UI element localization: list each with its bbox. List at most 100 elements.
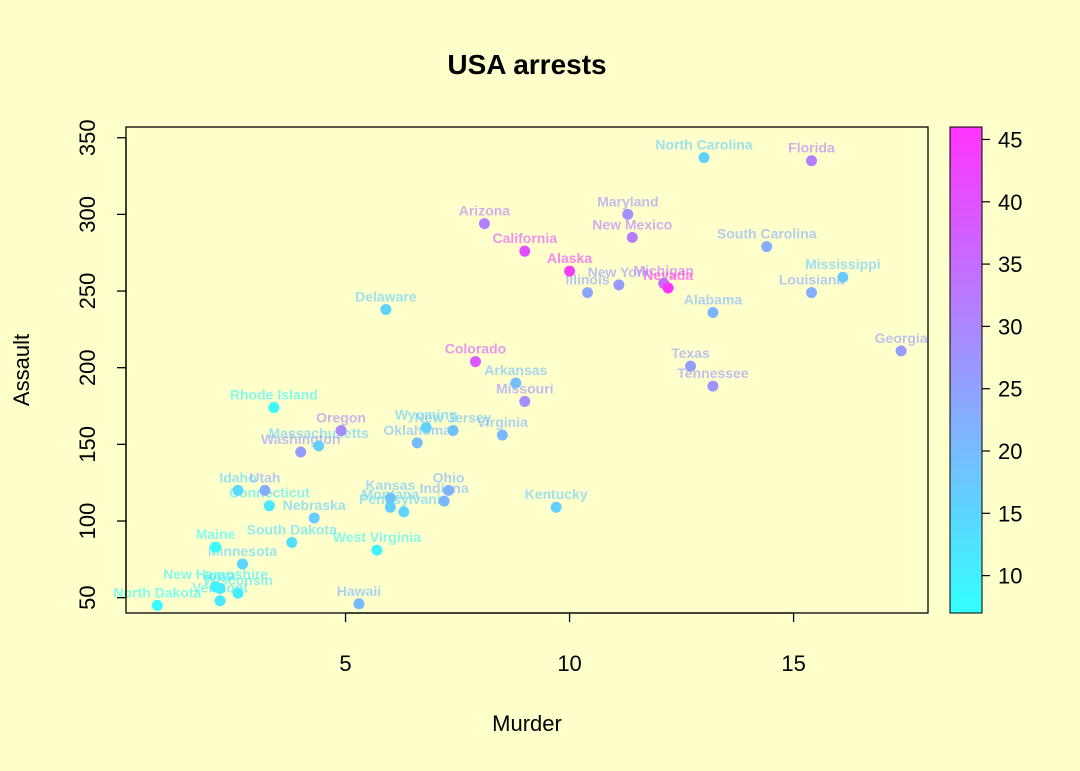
y-axis-label: Assault bbox=[9, 334, 34, 406]
data-point bbox=[685, 360, 697, 372]
data-point bbox=[519, 245, 531, 257]
data-point bbox=[353, 598, 365, 610]
data-point bbox=[447, 425, 459, 437]
data-point bbox=[384, 501, 396, 513]
point-label: Ohio bbox=[433, 469, 465, 485]
data-point bbox=[837, 271, 849, 283]
data-point bbox=[895, 345, 907, 357]
point-label: Wyoming bbox=[395, 406, 458, 422]
x-axis-label: Murder bbox=[492, 711, 562, 736]
x-tick-label: 15 bbox=[781, 651, 805, 676]
point-label: Oklahoma bbox=[383, 422, 451, 438]
data-point bbox=[626, 231, 638, 243]
data-point bbox=[232, 484, 244, 496]
y-tick-label: 100 bbox=[75, 503, 100, 540]
point-label: South Carolina bbox=[717, 226, 817, 242]
points-layer bbox=[151, 152, 907, 611]
color-legend-ticks: 10 15 20 25 30 35 40 45 bbox=[982, 127, 1022, 589]
point-label: New Hampshire bbox=[163, 566, 268, 582]
point-label: Oregon bbox=[316, 410, 366, 426]
point-label: Virginia bbox=[477, 414, 528, 430]
point-label: West Virginia bbox=[333, 529, 421, 545]
data-point bbox=[411, 437, 423, 449]
point-label: North Dakota bbox=[113, 584, 201, 600]
y-tick-label: 150 bbox=[75, 426, 100, 463]
point-label: Florida bbox=[788, 140, 835, 156]
data-point bbox=[295, 446, 307, 458]
data-point bbox=[806, 287, 818, 299]
data-point bbox=[662, 282, 674, 294]
data-point bbox=[438, 495, 450, 507]
data-point bbox=[469, 356, 481, 368]
point-label: New Jersey bbox=[415, 410, 492, 426]
point-label: Michigan bbox=[633, 262, 694, 278]
data-point bbox=[519, 395, 531, 407]
data-point bbox=[550, 501, 562, 513]
data-point bbox=[707, 307, 719, 319]
point-label: North Carolina bbox=[655, 137, 752, 153]
point-label: Arkansas bbox=[484, 362, 547, 378]
point-label: New York bbox=[588, 264, 651, 280]
data-point bbox=[496, 429, 508, 441]
y-tick-label: 200 bbox=[75, 349, 100, 386]
data-point bbox=[335, 425, 347, 437]
data-point bbox=[698, 152, 710, 164]
point-label: Kansas bbox=[365, 477, 415, 493]
point-label: California bbox=[492, 230, 557, 246]
data-point bbox=[622, 208, 634, 220]
x-tick-label: 5 bbox=[339, 651, 351, 676]
chart-title: USA arrests bbox=[447, 49, 606, 80]
y-tick-label: 350 bbox=[75, 119, 100, 156]
labels-layer: Alabama Alaska Arizona Arkansas California Co… bbox=[113, 137, 927, 601]
data-point bbox=[510, 377, 522, 389]
point-label: Maine bbox=[196, 526, 236, 542]
data-point bbox=[420, 421, 432, 433]
color-legend: 10 15 20 25 30 35 40 45 bbox=[949, 126, 1022, 614]
legend-tick-label: 30 bbox=[998, 314, 1022, 339]
data-point bbox=[613, 279, 625, 291]
legend-tick-label: 10 bbox=[998, 564, 1022, 589]
point-label: Mississippi bbox=[805, 256, 880, 272]
data-point bbox=[214, 595, 226, 607]
point-label: Delaware bbox=[355, 288, 417, 304]
data-point bbox=[761, 241, 773, 253]
data-point bbox=[313, 440, 325, 452]
color-legend-bar bbox=[949, 126, 983, 614]
point-label: Hawaii bbox=[337, 583, 381, 599]
point-label: Kentucky bbox=[525, 486, 588, 502]
data-point bbox=[210, 541, 222, 553]
point-label: Rhode Island bbox=[230, 387, 318, 403]
data-point bbox=[236, 558, 248, 570]
data-point bbox=[398, 506, 410, 518]
y-tick-label: 250 bbox=[75, 273, 100, 310]
point-label: Idaho bbox=[219, 469, 256, 485]
data-point bbox=[384, 492, 396, 504]
point-label: Colorado bbox=[445, 341, 506, 357]
point-label: Texas bbox=[671, 345, 710, 361]
data-point bbox=[210, 581, 222, 593]
data-point bbox=[371, 544, 383, 556]
y-axis: 50 100 150 200 250 300 350 bbox=[75, 119, 127, 610]
data-point bbox=[707, 380, 719, 392]
data-point bbox=[151, 599, 163, 611]
legend-tick-label: 20 bbox=[998, 439, 1022, 464]
data-point bbox=[581, 287, 593, 299]
point-label: Utah bbox=[249, 469, 280, 485]
y-tick-label: 50 bbox=[75, 585, 100, 609]
point-label: Illinois bbox=[565, 272, 610, 288]
point-label: Nevada bbox=[643, 267, 693, 283]
data-point bbox=[443, 484, 455, 496]
legend-tick-label: 45 bbox=[998, 127, 1022, 152]
legend-tick-label: 35 bbox=[998, 252, 1022, 277]
data-point bbox=[308, 512, 320, 524]
data-point bbox=[259, 484, 271, 496]
point-label: Alaska bbox=[547, 250, 592, 266]
point-label: Missouri bbox=[496, 380, 554, 396]
point-label: Minnesota bbox=[208, 543, 277, 559]
point-label: Alabama bbox=[684, 292, 743, 308]
y-tick-label: 300 bbox=[75, 196, 100, 233]
x-axis: 5 10 15 bbox=[339, 612, 806, 676]
legend-tick-label: 15 bbox=[998, 501, 1022, 526]
data-point bbox=[478, 218, 490, 230]
point-label: Louisiana bbox=[779, 272, 845, 288]
